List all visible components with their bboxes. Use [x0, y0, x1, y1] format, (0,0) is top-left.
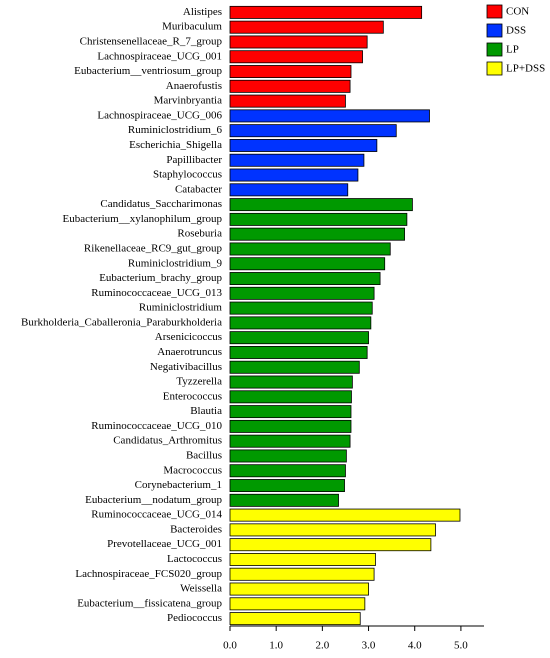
- bar: [229, 79, 351, 93]
- bar: [229, 183, 349, 197]
- y-tick-label: Papillibacter: [166, 154, 222, 166]
- y-tick-label: Roseburia: [177, 228, 222, 240]
- legend-label: LP+DSS: [506, 63, 545, 75]
- y-tick-label: Eubacterium__xylanophilum_group: [63, 213, 223, 225]
- y-tick-label: Muribaculum: [162, 21, 222, 33]
- x-tick-label: 5.0: [454, 640, 468, 652]
- y-tick-label: Ruminiclostridium_6: [128, 124, 223, 136]
- bar: [229, 360, 360, 374]
- y-tick-label: Enterococcus: [163, 390, 222, 402]
- bar: [229, 94, 346, 108]
- legend-swatch: [486, 42, 503, 57]
- bar: [229, 227, 405, 241]
- y-tick-label: Ruminococcaceae_UCG_013: [91, 287, 222, 299]
- y-tick-label: Prevotellaceae_UCG_001: [107, 538, 222, 550]
- y-tick-label: Negativibacillus: [150, 361, 222, 373]
- y-tick-label: Eubacterium__ventriosum_group: [74, 65, 222, 77]
- y-tick-label: Anaerotruncus: [157, 346, 222, 358]
- y-tick-label: Blautia: [190, 405, 222, 417]
- bar: [229, 286, 375, 300]
- y-tick-label: Lachnospiraceae_UCG_001: [97, 50, 222, 62]
- y-tick-label: Lactococcus: [167, 553, 222, 565]
- y-tick-label: Escherichia_Shigella: [129, 139, 222, 151]
- y-tick-label: Candidatus_Arthromitus: [113, 435, 222, 447]
- x-tick-label: 1.0: [269, 640, 283, 652]
- y-tick-label: Eubacterium__nodatum_group: [85, 494, 222, 506]
- bar: [229, 139, 378, 152]
- bar: [229, 272, 381, 285]
- y-tick-label: Staphylococcus: [153, 169, 222, 181]
- y-tick-label: Catabacter: [175, 183, 222, 195]
- y-tick-label: Bacillus: [186, 449, 222, 461]
- x-tick-label: 3.0: [362, 640, 376, 652]
- bar: [229, 405, 352, 419]
- bar: [229, 153, 365, 167]
- y-tick-label: Marvinbryantia: [154, 95, 223, 107]
- bar: [229, 20, 384, 34]
- bar: [229, 464, 346, 478]
- y-tick-label: Tyzzerella: [176, 376, 222, 388]
- bar: [229, 419, 352, 433]
- bar: [229, 346, 368, 359]
- bar: [229, 493, 339, 507]
- y-tick-label: Ruminiclostridium_9: [128, 257, 223, 269]
- bar: [229, 449, 347, 463]
- y-tick-label: Eubacterium__fissicatena_group: [77, 597, 222, 609]
- legend-label: DSS: [506, 25, 526, 37]
- y-tick-label: Lachnospiraceae_FCS020_group: [75, 568, 222, 580]
- bar: [229, 109, 430, 123]
- x-tick-label: 0.0: [223, 640, 237, 652]
- bar: [229, 257, 386, 271]
- legend-swatch: [486, 4, 503, 19]
- bar: [229, 198, 413, 212]
- x-tick-label: 2.0: [315, 640, 329, 652]
- bar: [229, 65, 352, 78]
- y-tick-label: Eubacterium_brachy_group: [99, 272, 222, 284]
- y-tick-label: Alistipes: [183, 6, 222, 18]
- bar: [229, 5, 423, 19]
- bar: [229, 50, 363, 64]
- bar: [229, 168, 359, 182]
- legend-label: LP: [506, 44, 519, 56]
- bar: [229, 35, 368, 49]
- y-tick-label: Christensenellaceae_R_7_group: [80, 35, 223, 47]
- y-tick-label: Weissella: [180, 583, 222, 595]
- bar: [229, 597, 366, 611]
- y-tick-label: Anaerofustis: [166, 80, 222, 92]
- bar: [229, 567, 375, 581]
- y-tick-label: Corynebacterium_1: [135, 479, 222, 491]
- bar: [229, 508, 461, 522]
- y-tick-label: Arsenicicoccus: [155, 331, 222, 343]
- y-tick-label: Lachnospiraceae_UCG_006: [97, 109, 222, 121]
- bar: [229, 124, 397, 138]
- y-tick-label: Candidatus_Saccharimonas: [100, 198, 222, 210]
- bar: [229, 538, 432, 552]
- y-tick-label: Rikenellaceae_RC9_gut_group: [84, 242, 223, 254]
- bar: [229, 612, 361, 626]
- bar: [229, 242, 391, 256]
- y-tick-label: Ruminococcaceae_UCG_014: [91, 509, 222, 521]
- x-tick-label: 4.0: [408, 640, 422, 652]
- legend-label: CON: [506, 6, 529, 18]
- legend-swatch: [486, 61, 503, 76]
- y-tick-label: Pediococcus: [167, 612, 222, 624]
- bar: [229, 301, 373, 315]
- y-tick-label: Ruminococcaceae_UCG_010: [91, 420, 222, 432]
- bar: [229, 434, 351, 448]
- y-tick-label: Ruminiclostridium: [139, 302, 223, 314]
- y-tick-label: Bacteroides: [170, 523, 222, 535]
- bar: [229, 523, 436, 537]
- bar: [229, 390, 352, 404]
- bar: [229, 331, 369, 345]
- bar: [229, 582, 369, 596]
- legend-swatch: [486, 23, 503, 38]
- bar: [229, 212, 408, 226]
- bar: [229, 316, 372, 330]
- bar: [229, 479, 345, 492]
- y-tick-label: Burkholderia_Caballeronia_Paraburkholder…: [21, 316, 222, 328]
- bar: [229, 553, 376, 566]
- y-tick-label: Macrococcus: [163, 464, 222, 476]
- bar: [229, 375, 353, 389]
